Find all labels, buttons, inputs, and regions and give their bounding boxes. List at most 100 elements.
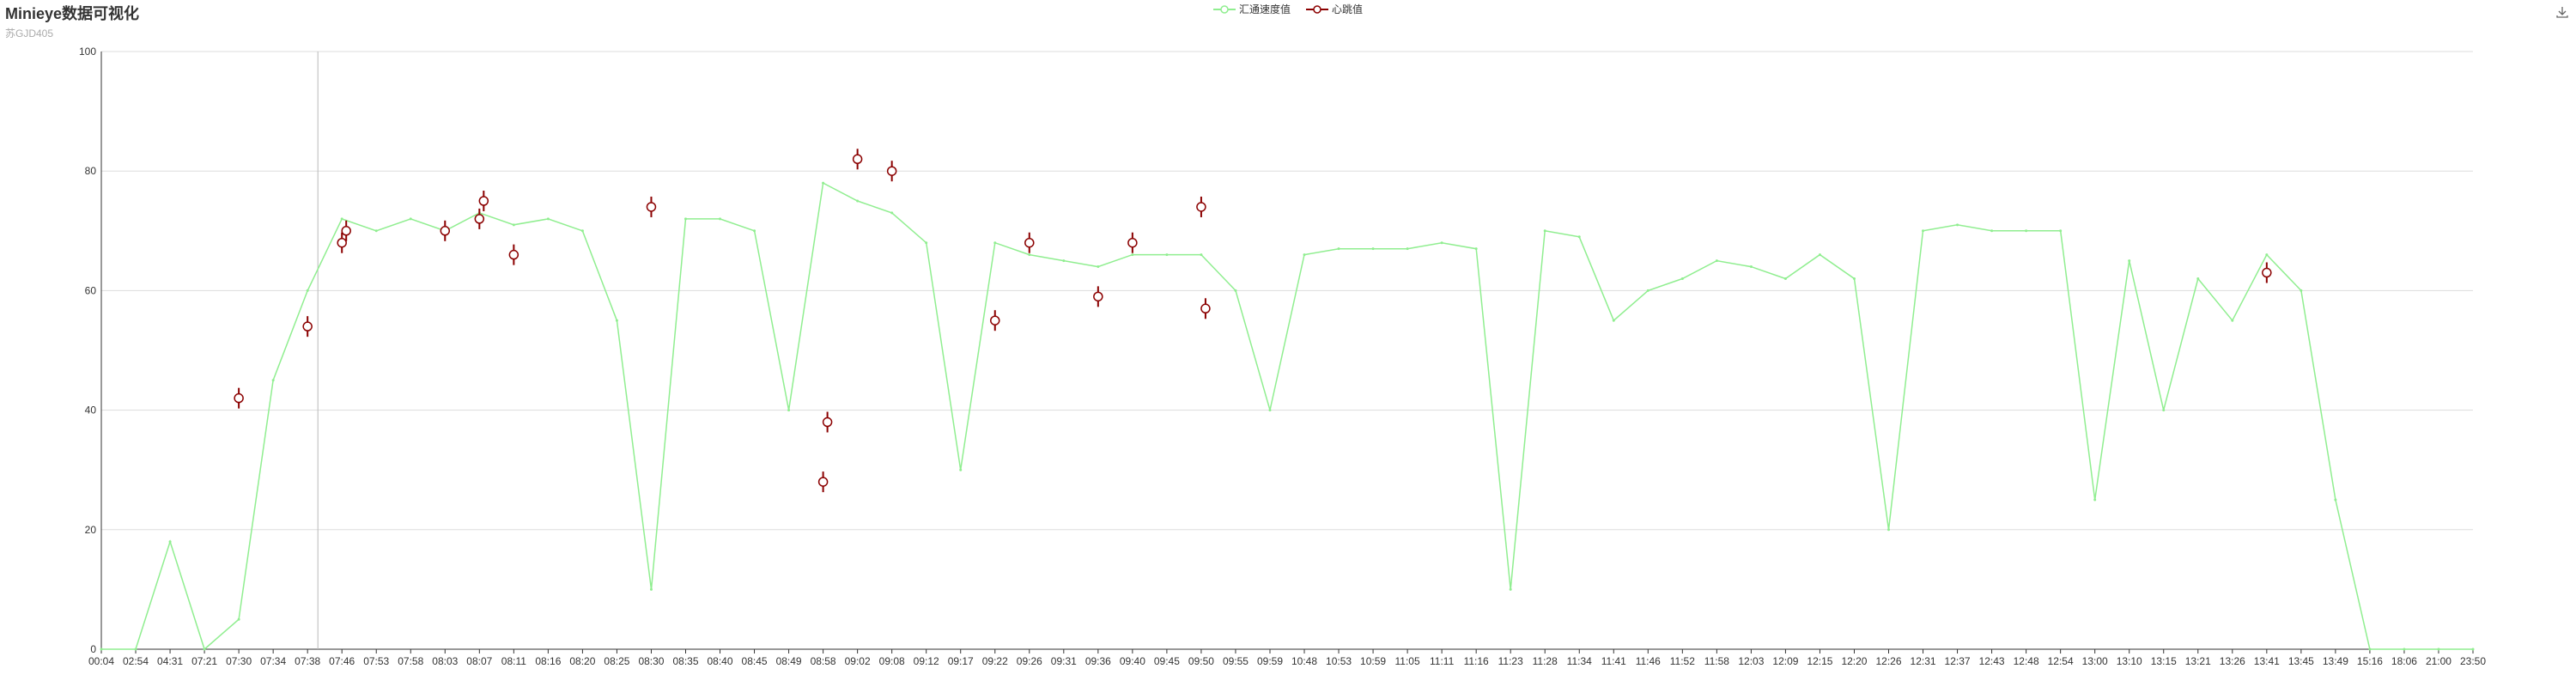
x-tick-label: 13:10 bbox=[2117, 655, 2142, 667]
x-tick-label: 08:03 bbox=[432, 655, 458, 667]
data-point-speed bbox=[1922, 229, 1925, 233]
x-tick-label: 08:16 bbox=[535, 655, 561, 667]
legend-label-speed: 汇通速度值 bbox=[1238, 3, 1291, 15]
x-tick-label: 13:49 bbox=[2323, 655, 2348, 667]
data-point-speed bbox=[1887, 528, 1891, 532]
data-point-heartbeat bbox=[1196, 202, 1206, 212]
x-tick-label: 07:38 bbox=[295, 655, 320, 667]
data-point-speed bbox=[1303, 253, 1306, 257]
x-tick-label: 09:12 bbox=[914, 655, 939, 667]
x-tick-label: 11:46 bbox=[1636, 655, 1661, 667]
data-point-speed bbox=[1990, 229, 1994, 233]
data-point-speed bbox=[925, 241, 928, 245]
data-point-speed bbox=[168, 540, 172, 544]
data-point-heartbeat bbox=[886, 166, 897, 176]
x-tick-label: 08:58 bbox=[811, 655, 836, 667]
x-tick-label: 08:25 bbox=[604, 655, 629, 667]
data-point-speed bbox=[134, 647, 137, 651]
x-tick-label: 04:31 bbox=[157, 655, 183, 667]
x-tick-label: 12:48 bbox=[2014, 655, 2039, 667]
data-point-speed bbox=[203, 647, 206, 651]
data-point-speed bbox=[2231, 319, 2234, 322]
data-point-speed bbox=[1543, 229, 1546, 233]
x-tick-label: 07:53 bbox=[363, 655, 389, 667]
data-point-speed bbox=[2162, 409, 2166, 412]
y-tick-label: 60 bbox=[85, 284, 97, 296]
x-tick-label: 18:06 bbox=[2391, 655, 2417, 667]
data-point-speed bbox=[1234, 289, 1237, 292]
legend-item-speed[interactable]: 汇通速度值 bbox=[1212, 2, 1291, 16]
data-point-speed bbox=[580, 229, 584, 233]
x-tick-label: 11:11 bbox=[1430, 655, 1455, 667]
data-point-heartbeat bbox=[474, 214, 485, 224]
x-tick-label: 12:37 bbox=[1945, 655, 1971, 667]
data-point-speed bbox=[2128, 259, 2131, 263]
x-tick-label: 09:17 bbox=[948, 655, 974, 667]
x-tick-label: 08:11 bbox=[501, 655, 526, 667]
data-point-speed bbox=[1062, 259, 1066, 263]
data-point-heartbeat bbox=[440, 226, 451, 236]
data-point-speed bbox=[1818, 253, 1821, 257]
x-tick-label: 13:00 bbox=[2082, 655, 2108, 667]
data-point-speed bbox=[1165, 253, 1169, 257]
data-point-speed bbox=[340, 217, 343, 221]
download-icon[interactable] bbox=[2555, 5, 2569, 19]
legend-label-heartbeat: 心跳值 bbox=[1332, 3, 1364, 15]
data-point-speed bbox=[2093, 498, 2097, 502]
data-point-heartbeat bbox=[2262, 267, 2272, 278]
data-point-speed bbox=[1577, 235, 1581, 239]
chart-subtitle: 苏GJD405 bbox=[5, 27, 54, 40]
legend-marker-speed-icon bbox=[1212, 4, 1236, 14]
x-tick-label: 11:41 bbox=[1601, 655, 1626, 667]
data-point-heartbeat bbox=[302, 321, 313, 331]
data-point-speed bbox=[649, 587, 653, 591]
x-tick-label: 12:43 bbox=[1979, 655, 2005, 667]
data-point-speed bbox=[1097, 265, 1100, 269]
x-tick-label: 09:02 bbox=[845, 655, 871, 667]
data-point-heartbeat bbox=[508, 249, 519, 260]
data-point-speed bbox=[719, 217, 722, 221]
data-point-speed bbox=[856, 199, 860, 203]
data-point-speed bbox=[1680, 277, 1684, 280]
data-point-speed bbox=[546, 217, 550, 221]
x-tick-label: 13:26 bbox=[2220, 655, 2245, 667]
data-point-speed bbox=[822, 181, 825, 185]
x-tick-label: 11:52 bbox=[1670, 655, 1695, 667]
legend-item-heartbeat[interactable]: 心跳值 bbox=[1306, 2, 1363, 16]
data-point-heartbeat bbox=[234, 392, 244, 404]
data-point-speed bbox=[1783, 277, 1787, 280]
data-point-speed bbox=[306, 289, 309, 292]
data-point-speed bbox=[787, 409, 791, 412]
x-tick-label: 13:45 bbox=[2288, 655, 2314, 667]
x-tick-label: 23:50 bbox=[2460, 655, 2486, 667]
data-point-speed bbox=[2059, 229, 2063, 233]
x-tick-label: 12:31 bbox=[1911, 655, 1936, 667]
data-point-speed bbox=[1371, 247, 1375, 251]
data-point-speed bbox=[374, 229, 378, 233]
data-point-speed bbox=[1749, 265, 1753, 269]
data-point-speed bbox=[1612, 319, 1615, 322]
x-tick-label: 13:41 bbox=[2254, 655, 2280, 667]
data-point-speed bbox=[2403, 647, 2406, 651]
x-tick-label: 11:23 bbox=[1498, 655, 1523, 667]
x-tick-label: 09:26 bbox=[1017, 655, 1042, 667]
data-point-speed bbox=[959, 468, 963, 471]
data-point-speed bbox=[1440, 241, 1443, 245]
data-point-speed bbox=[1852, 277, 1856, 280]
x-tick-label: 00:04 bbox=[88, 655, 114, 667]
y-tick-label: 0 bbox=[90, 643, 96, 655]
data-point-speed bbox=[1956, 223, 1959, 227]
x-tick-label: 12:26 bbox=[1875, 655, 1901, 667]
data-point-speed bbox=[1337, 247, 1340, 251]
series-line-speed bbox=[101, 181, 2473, 651]
x-tick-label: 07:58 bbox=[398, 655, 423, 667]
x-tick-label: 08:45 bbox=[742, 655, 768, 667]
data-point-speed bbox=[2334, 498, 2337, 502]
x-tick-label: 09:31 bbox=[1051, 655, 1077, 667]
x-tick-label: 08:30 bbox=[638, 655, 664, 667]
data-point-speed bbox=[2025, 229, 2028, 233]
data-point-speed bbox=[615, 319, 618, 322]
x-tick-label: 09:55 bbox=[1223, 655, 1249, 667]
x-tick-label: 09:50 bbox=[1188, 655, 1214, 667]
